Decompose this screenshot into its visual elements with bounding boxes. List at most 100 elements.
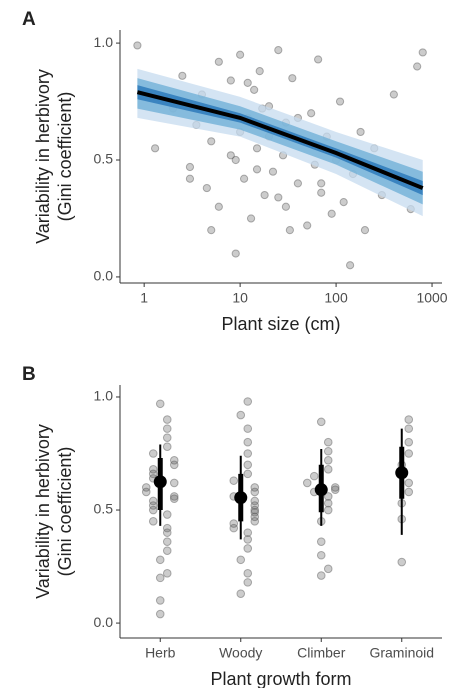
data-point bbox=[162, 424, 172, 433]
y-tick-label: 0.0 bbox=[94, 268, 114, 284]
data-point bbox=[246, 214, 256, 223]
data-point bbox=[317, 179, 326, 188]
data-point bbox=[360, 226, 370, 235]
data-point bbox=[316, 550, 326, 560]
x-tick-label: 1000 bbox=[416, 290, 447, 306]
x-axis-label: Plant growth form bbox=[210, 669, 351, 688]
data-point bbox=[250, 85, 259, 94]
data-point bbox=[243, 397, 253, 406]
x-tick-label: Woody bbox=[219, 645, 262, 661]
data-point bbox=[243, 569, 253, 578]
y-tick-label: 1.0 bbox=[94, 34, 114, 50]
data-point bbox=[285, 226, 294, 235]
data-point bbox=[293, 179, 302, 188]
data-point bbox=[162, 510, 172, 519]
data-point bbox=[243, 460, 253, 470]
confidence-band bbox=[137, 85, 423, 196]
data-point bbox=[339, 197, 348, 207]
data-point bbox=[243, 78, 252, 87]
data-point bbox=[243, 469, 253, 479]
data-point bbox=[202, 183, 211, 193]
data-point bbox=[404, 478, 414, 488]
data-point bbox=[413, 62, 422, 71]
data-point bbox=[162, 528, 172, 537]
data-point bbox=[148, 465, 158, 474]
y-tick-label: 0.0 bbox=[94, 614, 114, 630]
data-point bbox=[236, 410, 246, 420]
data-point bbox=[309, 471, 319, 481]
data-point bbox=[169, 460, 179, 470]
data-point bbox=[323, 465, 333, 474]
data-point bbox=[155, 399, 165, 409]
mean-point bbox=[234, 491, 248, 505]
data-point bbox=[274, 46, 283, 55]
data-point bbox=[155, 609, 165, 619]
y-axis-label: Variability in herbivory bbox=[33, 424, 53, 599]
data-point bbox=[148, 496, 158, 506]
fit-line bbox=[136, 90, 424, 190]
x-tick-label: Graminoid bbox=[369, 645, 434, 661]
data-point bbox=[418, 48, 427, 57]
data-point bbox=[207, 137, 216, 146]
data-point bbox=[226, 151, 235, 160]
y-tick-label: 0.5 bbox=[94, 501, 114, 517]
data-point bbox=[231, 249, 240, 258]
data-point bbox=[250, 517, 260, 526]
data-point bbox=[169, 478, 179, 488]
data-point bbox=[250, 487, 260, 497]
y-tick-label: 0.5 bbox=[94, 151, 114, 167]
data-point bbox=[316, 571, 326, 580]
data-point bbox=[162, 442, 172, 452]
data-point bbox=[141, 487, 151, 497]
data-point bbox=[214, 57, 223, 66]
data-point bbox=[243, 437, 253, 447]
data-point bbox=[231, 155, 240, 165]
data-point bbox=[148, 517, 158, 526]
data-point bbox=[250, 483, 260, 492]
data-point bbox=[243, 535, 253, 544]
data-point bbox=[288, 74, 297, 83]
data-point bbox=[252, 144, 262, 153]
data-point bbox=[226, 76, 235, 85]
data-point bbox=[323, 437, 333, 447]
data-point bbox=[207, 226, 216, 235]
data-point bbox=[155, 555, 165, 565]
x-axis-label: Plant size (cm) bbox=[221, 314, 340, 334]
data-point bbox=[317, 188, 326, 197]
data-point bbox=[330, 483, 340, 492]
data-point bbox=[148, 449, 158, 458]
data-point bbox=[323, 446, 333, 456]
data-point bbox=[155, 596, 165, 605]
data-point bbox=[155, 573, 165, 583]
data-point bbox=[243, 424, 253, 433]
y-axis-label: Variability in herbivory bbox=[33, 69, 53, 244]
data-point bbox=[243, 528, 253, 537]
data-point bbox=[236, 589, 246, 598]
data-point bbox=[252, 165, 262, 174]
data-point bbox=[255, 67, 264, 76]
data-point bbox=[404, 424, 414, 433]
data-point bbox=[250, 501, 260, 510]
data-point bbox=[239, 174, 249, 183]
data-point bbox=[185, 162, 195, 172]
data-point bbox=[169, 492, 179, 501]
data-point bbox=[397, 557, 407, 567]
data-point bbox=[316, 417, 326, 427]
data-point bbox=[250, 512, 260, 522]
data-point bbox=[404, 487, 414, 497]
data-point bbox=[327, 209, 336, 218]
data-point bbox=[250, 496, 260, 506]
x-tick-label: 10 bbox=[232, 290, 248, 306]
data-point bbox=[150, 144, 160, 153]
data-point bbox=[162, 433, 172, 442]
data-point bbox=[243, 544, 253, 553]
panel-label: A bbox=[22, 9, 36, 30]
data-point bbox=[229, 476, 239, 485]
data-point bbox=[330, 485, 340, 494]
data-point bbox=[148, 501, 158, 510]
data-point bbox=[314, 55, 323, 64]
data-point bbox=[281, 202, 291, 211]
x-tick-label: 1 bbox=[140, 290, 148, 306]
